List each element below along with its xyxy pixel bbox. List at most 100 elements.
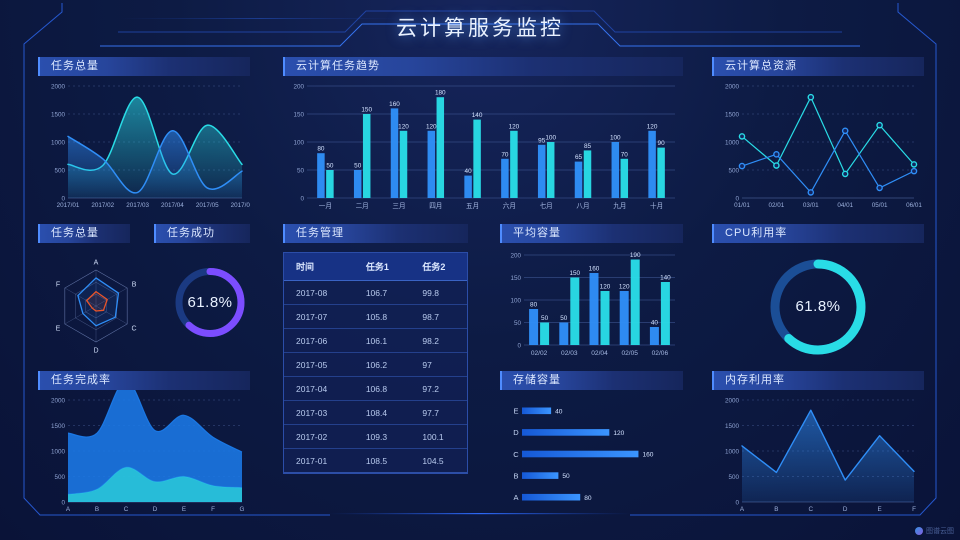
task-table[interactable]: 时间 任务1 任务2 2017-08 106.7 99.8 2017-07 105.8 98.… — [284, 253, 467, 473]
svg-text:2017/02: 2017/02 — [91, 202, 114, 209]
svg-text:500: 500 — [54, 474, 65, 481]
table-row[interactable]: 2017-04 106.8 97.2 — [284, 376, 467, 401]
svg-text:02/04: 02/04 — [591, 350, 608, 357]
page-title: 云计算服务监控 — [396, 17, 564, 40]
table-cell: 108.5 — [353, 448, 411, 473]
svg-text:三月: 三月 — [392, 202, 405, 210]
chart-avg-capacity: 0 50 100 150 200 02/02 80 50 02/03 50 150 02/04 160 1… — [500, 243, 683, 361]
svg-text:100: 100 — [545, 135, 556, 142]
svg-text:0: 0 — [300, 195, 304, 202]
donut-value: 61.8% — [187, 293, 233, 311]
logo-icon — [915, 527, 923, 535]
chart-total-resource: 0 500 1000 1500 2000 01/01 02/01 03/01 04/01 05/0… — [712, 76, 924, 216]
panel-cpu-usage: CPU利用率 61.8% — [712, 224, 924, 371]
svg-text:40: 40 — [465, 168, 473, 175]
svg-text:02/03: 02/03 — [561, 350, 578, 357]
panel-task-complete: 任务完成率 0 500 1000 1500 2000 A B C D E F G — [38, 371, 250, 518]
svg-text:七月: 七月 — [540, 201, 553, 210]
table-cell: 99.8 — [410, 280, 467, 305]
panel-title-task-manage: 任务管理 — [283, 224, 468, 243]
svg-text:02/01: 02/01 — [769, 202, 785, 209]
chart-cpu-usage: 61.8% — [712, 243, 924, 371]
svg-text:80: 80 — [584, 495, 592, 502]
svg-text:E: E — [877, 506, 881, 513]
watermark-label: 图谱云图 — [926, 528, 954, 535]
table-cell: 106.7 — [353, 280, 411, 305]
svg-text:1000: 1000 — [725, 448, 740, 455]
svg-text:B: B — [774, 506, 778, 513]
table-cell: 100.1 — [410, 424, 467, 449]
svg-text:02/05: 02/05 — [621, 350, 638, 357]
table-col-2: 任务2 — [410, 253, 467, 281]
svg-text:E: E — [182, 506, 186, 513]
svg-text:D: D — [93, 347, 98, 354]
table-cell: 97 — [410, 352, 467, 377]
svg-text:120: 120 — [647, 123, 658, 130]
svg-text:100: 100 — [610, 135, 621, 142]
svg-text:C: C — [513, 450, 519, 459]
svg-text:1000: 1000 — [725, 139, 740, 146]
svg-text:80: 80 — [317, 146, 325, 153]
svg-text:B: B — [513, 471, 518, 480]
svg-text:160: 160 — [589, 266, 600, 273]
svg-text:C: C — [124, 506, 129, 513]
svg-text:140: 140 — [472, 112, 483, 119]
table-row[interactable]: 2017-07 105.8 98.7 — [284, 304, 467, 329]
table-row[interactable]: 2017-03 108.4 97.7 — [284, 400, 467, 425]
panel-memory-usage: 内存利用率 0 500 1000 1500 2000 A B C D E F — [712, 371, 924, 518]
svg-text:02/06: 02/06 — [652, 350, 669, 357]
svg-text:D: D — [153, 506, 158, 513]
table-col-1: 任务1 — [353, 253, 411, 281]
svg-text:160: 160 — [642, 452, 653, 459]
table-col-0: 时间 — [284, 253, 354, 281]
panel-title-task-total-radar: 任务总量 — [38, 224, 130, 243]
table-cell: 2017-04 — [284, 376, 354, 401]
table-row[interactable]: 2017-02 109.3 100.1 — [284, 424, 467, 449]
table-cell: 2017-01 — [284, 448, 354, 473]
table-cell: 2017-02 — [284, 424, 354, 449]
svg-text:06/01: 06/01 — [906, 202, 922, 209]
svg-text:0: 0 — [735, 195, 739, 202]
table-row[interactable]: 2017-05 106.2 97 — [284, 352, 467, 377]
panel-title-storage-capacity: 存储容量 — [500, 371, 683, 390]
svg-text:1000: 1000 — [51, 139, 66, 146]
panel-task-manage: 任务管理 时间 任务1 任务2 2017-08 106.7 99.8 2017-07 105… — [283, 224, 468, 474]
svg-text:100: 100 — [293, 139, 304, 146]
table-cell: 105.8 — [353, 304, 411, 329]
svg-text:1500: 1500 — [51, 423, 66, 430]
chart-storage-capacity: E 40 D 120 C 160 B 50 A 80 — [500, 390, 683, 518]
svg-text:02/02: 02/02 — [531, 350, 548, 357]
svg-text:70: 70 — [621, 151, 629, 158]
svg-text:2017/01: 2017/01 — [57, 202, 80, 209]
svg-text:50: 50 — [354, 163, 362, 170]
watermark: 图谱云图 — [915, 526, 954, 536]
table-row[interactable]: 2017-06 106.1 98.2 — [284, 328, 467, 353]
svg-text:F: F — [56, 282, 60, 289]
table-body[interactable]: 2017-08 106.7 99.8 2017-07 105.8 98.7 2017-06 1… — [284, 280, 467, 473]
panel-task-success: 任务成功 — [154, 224, 250, 243]
svg-text:0: 0 — [735, 499, 739, 506]
svg-text:E: E — [513, 407, 518, 416]
svg-text:85: 85 — [584, 143, 592, 150]
svg-text:A: A — [94, 260, 99, 267]
svg-text:一月: 一月 — [319, 202, 332, 210]
svg-text:1500: 1500 — [725, 423, 740, 430]
svg-text:120: 120 — [426, 123, 437, 130]
panel-title-memory-usage: 内存利用率 — [712, 371, 924, 390]
svg-text:500: 500 — [728, 474, 739, 481]
panel-title-avg-capacity: 平均容量 — [500, 224, 683, 243]
svg-text:150: 150 — [293, 111, 304, 118]
svg-text:B: B — [95, 506, 99, 513]
svg-text:二月: 二月 — [356, 202, 369, 210]
svg-text:B: B — [132, 282, 137, 289]
table-row[interactable]: 2017-08 106.7 99.8 — [284, 280, 467, 305]
table-cell: 2017-06 — [284, 328, 354, 353]
task-table-wrap[interactable]: 时间 任务1 任务2 2017-08 106.7 99.8 2017-07 105.8 98.… — [283, 252, 468, 474]
svg-text:150: 150 — [510, 275, 521, 282]
svg-text:500: 500 — [728, 167, 739, 174]
svg-text:150: 150 — [569, 270, 580, 277]
table-row[interactable]: 2017-01 108.5 104.5 — [284, 448, 467, 473]
svg-text:2000: 2000 — [51, 397, 66, 404]
panel-title-task-total-area: 任务总量 — [38, 57, 250, 76]
panel-total-resource: 云计算总资源 0 500 1000 1500 2000 01/01 02/01 03/01 04… — [712, 57, 924, 216]
